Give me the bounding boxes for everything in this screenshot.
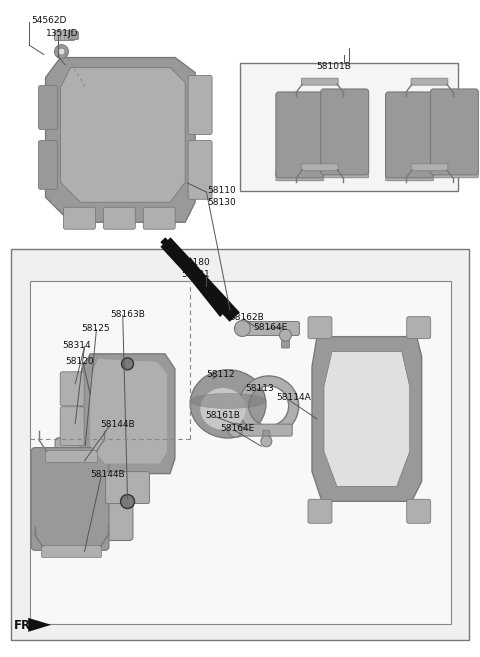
FancyBboxPatch shape <box>385 171 433 181</box>
Text: 58164E: 58164E <box>220 424 254 434</box>
FancyBboxPatch shape <box>103 207 135 229</box>
Circle shape <box>228 423 242 437</box>
Bar <box>240 63 458 191</box>
FancyBboxPatch shape <box>276 92 324 178</box>
Text: 58125: 58125 <box>81 324 110 333</box>
FancyBboxPatch shape <box>411 164 448 171</box>
FancyBboxPatch shape <box>55 31 74 41</box>
FancyBboxPatch shape <box>69 32 78 39</box>
Text: 1351JD: 1351JD <box>46 29 79 38</box>
FancyBboxPatch shape <box>188 141 212 199</box>
Circle shape <box>121 358 133 370</box>
Text: 58114A: 58114A <box>276 394 311 403</box>
Polygon shape <box>90 359 167 464</box>
Text: 58113: 58113 <box>245 384 274 393</box>
Text: 58163B: 58163B <box>110 309 144 319</box>
FancyBboxPatch shape <box>431 168 478 178</box>
Polygon shape <box>60 68 185 202</box>
Ellipse shape <box>190 370 266 438</box>
Text: FR.: FR. <box>14 619 36 632</box>
FancyBboxPatch shape <box>301 164 338 171</box>
Bar <box>11 248 469 640</box>
Ellipse shape <box>190 394 266 409</box>
FancyBboxPatch shape <box>407 317 431 338</box>
FancyBboxPatch shape <box>63 207 96 229</box>
FancyBboxPatch shape <box>301 78 338 85</box>
Bar <box>30 281 451 623</box>
FancyBboxPatch shape <box>308 317 332 338</box>
FancyBboxPatch shape <box>60 372 84 406</box>
FancyBboxPatch shape <box>60 407 84 445</box>
FancyBboxPatch shape <box>431 89 478 175</box>
FancyBboxPatch shape <box>188 76 212 135</box>
FancyBboxPatch shape <box>263 430 270 442</box>
Text: 58110: 58110 <box>207 187 236 195</box>
FancyBboxPatch shape <box>276 171 324 181</box>
Circle shape <box>261 436 272 447</box>
Polygon shape <box>80 354 175 474</box>
Text: 58112: 58112 <box>206 370 235 379</box>
FancyBboxPatch shape <box>38 141 58 189</box>
FancyBboxPatch shape <box>38 85 58 129</box>
Circle shape <box>234 321 251 336</box>
Text: 58101B: 58101B <box>317 62 351 71</box>
FancyBboxPatch shape <box>55 438 133 541</box>
FancyBboxPatch shape <box>46 450 97 463</box>
Text: 58161B: 58161B <box>205 411 240 420</box>
FancyBboxPatch shape <box>42 545 101 557</box>
Text: 54562D: 54562D <box>31 16 66 25</box>
Circle shape <box>58 48 65 55</box>
Polygon shape <box>312 336 421 501</box>
Ellipse shape <box>200 388 246 430</box>
Polygon shape <box>180 257 230 317</box>
Text: 58314: 58314 <box>62 341 91 350</box>
FancyBboxPatch shape <box>308 499 332 523</box>
Text: 58130: 58130 <box>207 198 236 207</box>
FancyBboxPatch shape <box>407 499 431 523</box>
Text: 58144B: 58144B <box>100 420 135 429</box>
Circle shape <box>120 495 134 509</box>
Circle shape <box>279 329 291 341</box>
Polygon shape <box>324 351 410 486</box>
FancyBboxPatch shape <box>385 92 433 178</box>
Circle shape <box>55 45 69 58</box>
Text: 58181: 58181 <box>181 270 210 279</box>
FancyBboxPatch shape <box>106 472 149 503</box>
FancyBboxPatch shape <box>144 207 175 229</box>
FancyBboxPatch shape <box>31 447 109 551</box>
Text: 58144B: 58144B <box>91 470 125 479</box>
FancyBboxPatch shape <box>233 424 292 436</box>
Polygon shape <box>28 618 51 632</box>
FancyBboxPatch shape <box>321 89 369 175</box>
FancyBboxPatch shape <box>411 78 448 85</box>
Text: 58162B: 58162B <box>229 313 264 322</box>
FancyBboxPatch shape <box>240 321 300 336</box>
FancyBboxPatch shape <box>281 334 289 348</box>
Text: 58180: 58180 <box>181 258 210 267</box>
FancyBboxPatch shape <box>321 168 369 178</box>
Text: 58120: 58120 <box>65 357 94 366</box>
Text: 58164E: 58164E <box>253 323 288 332</box>
Polygon shape <box>46 58 195 222</box>
